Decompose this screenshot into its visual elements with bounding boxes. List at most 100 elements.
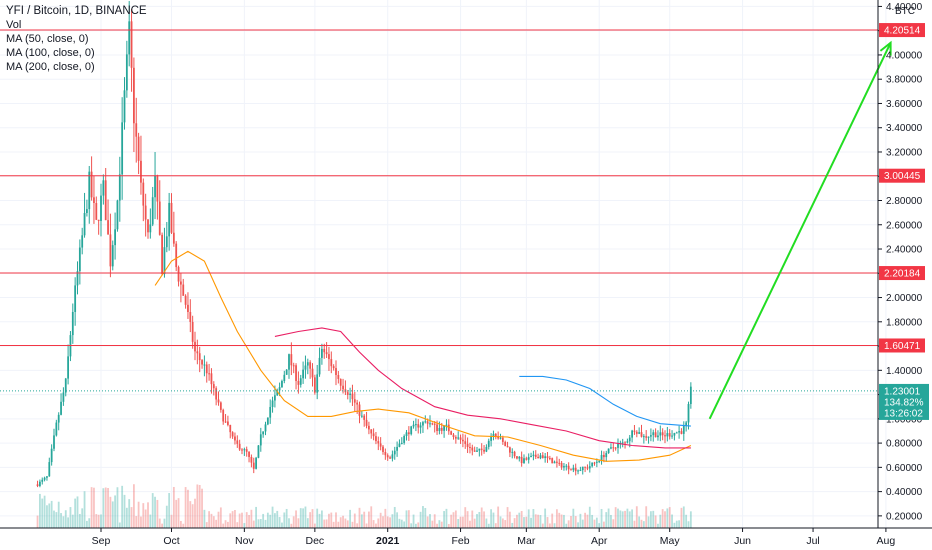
indicator-ma50[interactable]: MA (50, close, 0) xyxy=(6,33,89,45)
candle-body xyxy=(290,354,293,366)
volume-bar xyxy=(563,514,565,528)
currency-label: BTC xyxy=(895,6,915,17)
y-tick-label: 3.20000 xyxy=(886,147,923,158)
candle-body xyxy=(487,440,490,447)
volume-bar xyxy=(600,508,603,528)
candle-body xyxy=(443,425,445,431)
y-tick-label: 2.80000 xyxy=(886,196,923,207)
volume-bar xyxy=(370,506,373,528)
indicator-vol[interactable]: Vol xyxy=(6,19,22,31)
volume-bar xyxy=(621,511,624,528)
volume-bar xyxy=(337,521,340,528)
volume-bar xyxy=(682,506,685,528)
candle-body xyxy=(264,424,267,432)
candle-body xyxy=(196,351,199,354)
candle-body xyxy=(140,160,142,183)
candle-body xyxy=(100,195,102,221)
candle-body xyxy=(222,409,225,422)
volume-bar xyxy=(640,519,643,528)
volume-bar xyxy=(351,521,354,528)
candle-body xyxy=(198,353,201,361)
candle-body xyxy=(224,421,227,423)
candle-body xyxy=(572,467,575,471)
volume-bar xyxy=(417,522,420,528)
candle-body xyxy=(57,414,60,423)
candle-body xyxy=(229,424,232,433)
candle-body xyxy=(403,435,406,443)
volume-bar xyxy=(161,523,163,528)
candle-body xyxy=(118,174,121,201)
candle-body xyxy=(661,432,664,436)
candle-body xyxy=(353,399,356,403)
candle-body xyxy=(149,224,152,233)
volume-bar xyxy=(335,512,337,528)
volume-bar xyxy=(530,517,532,528)
candle-body xyxy=(236,440,239,444)
candle-body xyxy=(558,462,561,464)
volume-bar xyxy=(548,523,551,528)
candle-body xyxy=(262,431,265,435)
candle-body xyxy=(469,447,471,449)
candle-body xyxy=(135,123,138,137)
volume-bar xyxy=(187,489,189,528)
volume-bar xyxy=(675,520,678,528)
volume-bar xyxy=(598,523,601,528)
candle-body xyxy=(194,341,196,352)
volume-bar xyxy=(459,516,462,528)
indicator-ma100[interactable]: MA (100, close, 0) xyxy=(6,47,95,59)
candle-body xyxy=(579,470,582,472)
candle-body xyxy=(546,456,549,459)
volume-bar xyxy=(74,498,77,528)
x-tick-label: May xyxy=(660,535,681,547)
volume-bar xyxy=(372,520,375,528)
volume-bar xyxy=(257,519,260,528)
volume-bar xyxy=(238,513,241,528)
candle-body xyxy=(288,354,290,370)
volume-bar xyxy=(424,507,427,528)
current-change-label: 134.82% xyxy=(884,397,924,408)
candle-body xyxy=(633,430,636,432)
candle-body xyxy=(269,406,272,418)
volume-bar xyxy=(198,484,201,528)
volume-bar xyxy=(311,509,314,528)
volume-bar xyxy=(389,517,391,528)
candle-body xyxy=(83,213,86,236)
volume-bars xyxy=(36,484,692,528)
volume-bar xyxy=(283,512,286,528)
volume-bar xyxy=(513,518,516,528)
volume-bar xyxy=(419,511,422,528)
candle-body xyxy=(177,267,180,282)
candle-body xyxy=(659,432,662,436)
candle-body xyxy=(339,378,342,386)
candle-body xyxy=(151,197,154,225)
candle-body xyxy=(617,443,619,448)
volume-bar xyxy=(250,509,253,528)
candle-body xyxy=(48,462,51,477)
candle-body xyxy=(191,321,194,342)
volume-bar xyxy=(405,510,408,528)
candle-body xyxy=(485,446,488,452)
candle-body xyxy=(534,454,537,457)
volume-bar xyxy=(71,514,74,528)
indicator-ma200[interactable]: MA (200, close, 0) xyxy=(6,61,95,73)
candle-body xyxy=(107,220,109,235)
candle-body xyxy=(422,422,424,426)
volume-bar xyxy=(95,514,98,528)
candlesticks xyxy=(36,1,692,488)
volume-bar xyxy=(165,505,168,528)
volume-bar xyxy=(572,508,575,528)
volume-bar xyxy=(191,504,194,528)
volume-bar xyxy=(497,506,500,528)
candle-body xyxy=(581,466,584,471)
volume-bar xyxy=(224,520,227,528)
candle-body xyxy=(274,395,276,401)
volume-bar xyxy=(100,514,102,528)
x-axis-ticks: Sep Oct Nov Dec 2021 Feb Mar Apr May Jun Jul Aug xyxy=(92,528,895,547)
volume-bar xyxy=(189,501,192,528)
volume-bar xyxy=(363,511,366,528)
candle-body xyxy=(156,175,159,202)
volume-bar xyxy=(306,518,309,528)
volume-bar xyxy=(313,523,316,528)
volume-bar xyxy=(464,507,467,528)
